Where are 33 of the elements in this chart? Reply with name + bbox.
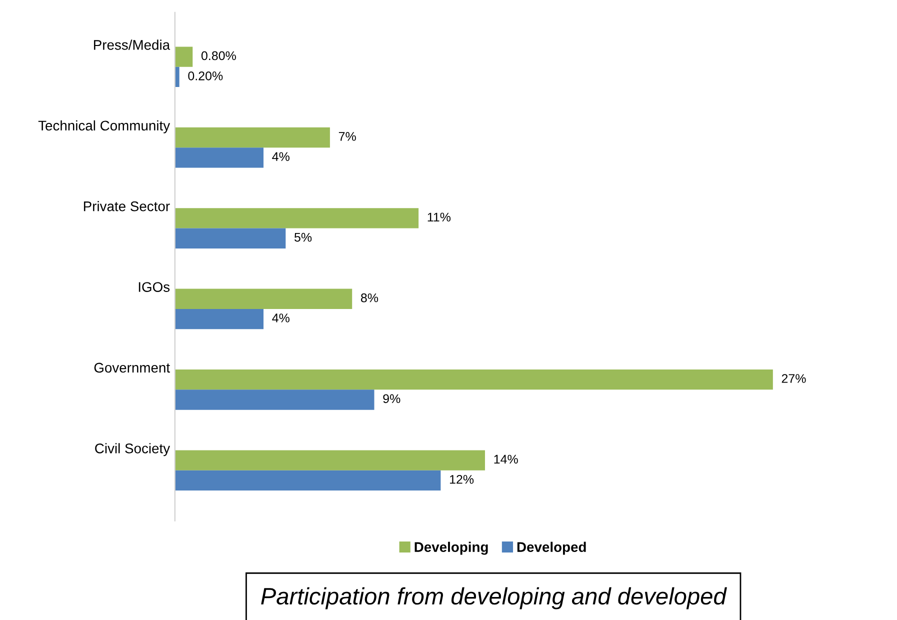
bar — [174, 470, 441, 491]
y-tick-label: Technical Community — [38, 120, 170, 134]
y-tick-label: Press/Media — [94, 40, 170, 50]
data-label: 4% — [272, 314, 290, 322]
bar — [174, 228, 286, 248]
bar — [174, 46, 193, 67]
data-label: 8% — [360, 293, 378, 302]
data-label: 11% — [428, 212, 451, 222]
legend-label: Developing — [414, 542, 488, 555]
data-label: 5% — [294, 232, 312, 242]
bar — [174, 390, 374, 410]
y-tick-label: Private Sector — [84, 201, 170, 212]
bar — [174, 369, 773, 390]
y-tick-label: IGOs — [138, 282, 170, 292]
bar — [174, 450, 485, 470]
data-label: 7% — [338, 132, 356, 141]
data-label: 0.80% — [201, 51, 236, 60]
y-tick-label: Civil Society — [95, 443, 170, 456]
bar — [174, 127, 330, 148]
data-label: 9% — [383, 394, 400, 404]
bar — [174, 288, 352, 309]
data-label: 4% — [272, 152, 290, 161]
text: Participation from developing and developed — [261, 587, 727, 610]
bar — [174, 308, 264, 330]
data-label: 14% — [494, 454, 518, 464]
bar — [174, 208, 419, 228]
y-tick-label: Government — [94, 362, 170, 373]
data-label: 27% — [782, 374, 806, 383]
legend-label: Developed — [517, 542, 586, 555]
data-label: 0.20% — [188, 71, 223, 80]
bar — [174, 148, 264, 168]
bar — [174, 66, 180, 88]
data-label: 12% — [450, 474, 474, 484]
